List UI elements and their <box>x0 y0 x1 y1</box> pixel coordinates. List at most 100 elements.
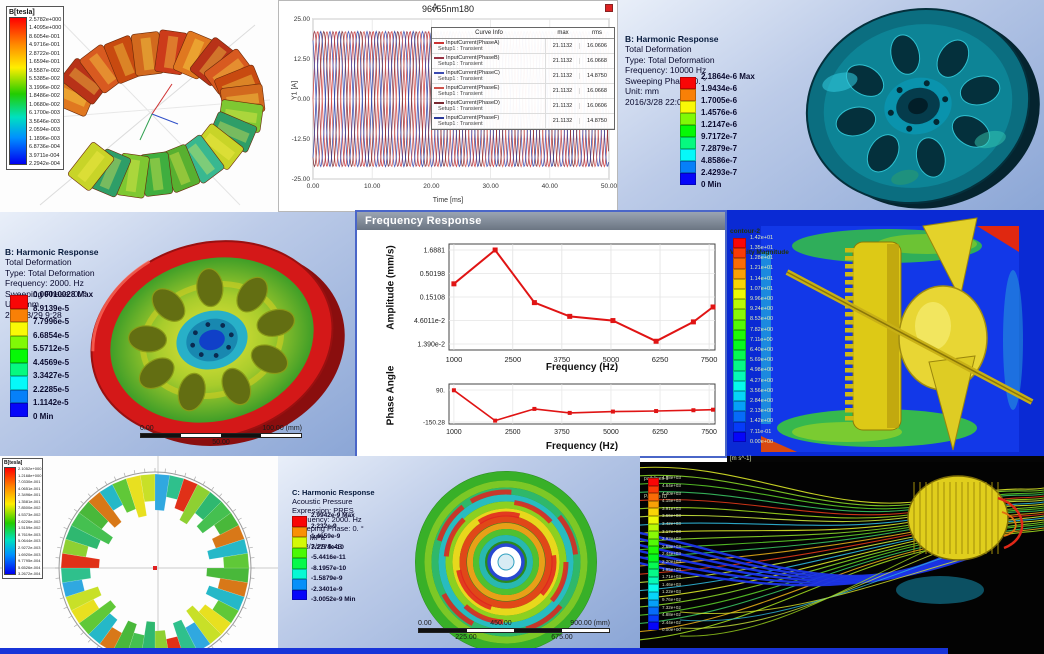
result-info-line: Type: Total Deformation <box>5 267 95 278</box>
amplitude-axis-label: Amplitude (mm/s) <box>385 245 397 330</box>
colorbar-label: 7.2879e-7 <box>701 144 738 154</box>
curve-color-mark <box>434 86 444 89</box>
legend-row: InputCurrent(PhaseB) Setup1 : Transient … <box>432 54 614 69</box>
colorbar-band <box>733 248 746 259</box>
curve-name: InputCurrent(PhaseC) <box>446 70 500 76</box>
colorbar-label: 0.00e+00 <box>750 438 774 445</box>
colorbar-label: 3.56e+00 <box>750 387 774 394</box>
colorbar-label: 1.9434e-6 <box>701 84 738 94</box>
legend-row: InputCurrent(PhaseC) Setup1 : Transient … <box>432 69 614 84</box>
colorbar-label: 3.66e+03 <box>662 513 681 519</box>
colorbar-label: 2.44e+03 <box>662 551 681 557</box>
colorbar-label: 1.6920e-003 <box>18 551 41 557</box>
window-edge-strip <box>0 648 948 654</box>
colorbar-label: 3.2672e-004 <box>18 571 41 577</box>
colorbar-label: 5.6526e-004 <box>18 564 41 570</box>
colorbar-labels: 2.1052e+000 1.2168e+000 7.0330e-001 4.0651e… <box>18 466 41 577</box>
colorbar-band <box>648 500 659 509</box>
colorbar-band <box>648 538 659 547</box>
y-tick-label: -25.00 <box>292 176 311 183</box>
colorbar-band <box>10 349 28 363</box>
colorbar-label: 7.7996e-5 <box>33 317 70 327</box>
ruler-label: 675.00 <box>551 634 573 641</box>
ruler-label: 100.00 (mm) <box>262 425 302 432</box>
colorbar-band <box>733 340 746 351</box>
colorbar-title: B[tesla] <box>4 460 23 466</box>
colorbar-label: 1.4659e-9 <box>311 533 341 541</box>
curve-name: InputCurrent(PhaseD) <box>446 100 500 106</box>
streamline-render <box>640 466 1044 641</box>
colorbar-label: 6.1700e-003 <box>29 110 60 117</box>
colorbar-band <box>733 329 746 340</box>
colorbar-band <box>292 558 307 569</box>
colorbar-b-tesla-coil: B[tesla] 2.5782e+000 1.4095e+000 8.6054e-0… <box>6 6 65 170</box>
curve-rms: 16.0668 <box>587 58 607 64</box>
cfd-scene-render <box>727 210 1044 464</box>
colorbar-band <box>292 568 307 579</box>
colorbar-gradient <box>9 17 27 165</box>
colorbar-band <box>733 380 746 391</box>
colorbar-band <box>680 125 696 137</box>
plot-window-icon[interactable] <box>605 4 613 12</box>
colorbar-label: 1.8486e-002 <box>29 93 60 100</box>
colorbar-label: 7.82e+00 <box>750 326 774 333</box>
colorbar-band <box>292 537 307 548</box>
ruler-labels-above: 0.00 100.00 (mm) <box>140 425 302 432</box>
colorbar-band <box>10 335 28 349</box>
y-tick-label: 0.15108 <box>420 295 445 302</box>
colorbar-label: 9.7795e-004 <box>18 558 41 564</box>
colorbar-label: 7.11e-01 <box>750 428 772 435</box>
y-tick-label: 0.50198 <box>420 271 445 278</box>
colorbar-label: 9.24e+00 <box>750 306 774 313</box>
ruler-bar <box>418 628 610 633</box>
colorbar-label: 9.5587e-002 <box>29 67 60 74</box>
colorbar-label: 2.6226e-002 <box>18 518 41 524</box>
curve-rms: 16.0606 <box>587 103 607 109</box>
colorbar-band <box>680 173 696 185</box>
colorbar-band <box>733 238 746 249</box>
colorbar-label: 4.98e+00 <box>750 367 774 374</box>
colorbar-label: 2.1864e-6 Max <box>701 72 755 82</box>
velocity-colorbar: 1.42e+01 1.35e+01 1.28e+01 1.21e+01 1.14e+01… <box>733 235 828 454</box>
colorbar-band <box>648 516 659 524</box>
colorbar-band <box>292 516 307 527</box>
curve-max: 21.1132 <box>546 88 580 94</box>
y-tick-label: 12.50 <box>294 56 311 63</box>
result-info-line: Sweeping Phase: 0. ° <box>5 288 87 299</box>
plot-window-label: A <box>432 2 439 12</box>
colorbar-band <box>648 584 659 592</box>
y-axis-label: Y1 [A] <box>291 80 299 101</box>
legend-header-max: max <box>557 30 569 36</box>
curve-max: 21.1132 <box>546 58 580 64</box>
colorbar-label: 4.40e+03 <box>662 490 681 496</box>
colorbar-label: -2.3401e-9 <box>311 585 343 593</box>
result-info-line: Total Deformation <box>625 44 692 54</box>
colorbar-label: 1.4095e+000 <box>29 25 62 32</box>
colorbar-label: 1.1142e-5 <box>33 398 69 408</box>
colorbar-label: 2.13e+00 <box>750 408 774 415</box>
colorbar-b-tesla-ring: B[tesla] 2.1052e+000 1.2168e+000 7.0330e-0… <box>2 458 44 579</box>
colorbar-band <box>648 561 659 570</box>
colorbar-label: 1.5159e-002 <box>18 525 41 531</box>
colorbar-band <box>648 508 659 516</box>
colorbar-label: 8.7619e-003 <box>18 531 41 537</box>
x-tick-label: 2500 <box>505 429 521 436</box>
colorbar-label: 2.2942e-004 <box>29 160 60 167</box>
colorbar-band <box>648 622 659 630</box>
colorbar-band <box>680 77 696 89</box>
colorbar-band <box>292 547 307 558</box>
colorbar-label: 3.17e+03 <box>662 528 681 534</box>
curve-color-mark <box>434 71 444 74</box>
colorbar-band <box>733 258 746 269</box>
colorbar-label: 3.42e+03 <box>662 520 681 526</box>
colorbar-label: 1.42e+00 <box>750 418 774 425</box>
curve-rms: 16.0606 <box>587 43 607 49</box>
colorbar-label: 5.0644e-003 <box>18 538 41 544</box>
colorbar-label: 6.6854e-5 <box>33 330 70 340</box>
window-titlebar[interactable]: Frequency Response <box>357 212 725 230</box>
result-info-line: C: Harmonic Response <box>292 488 375 497</box>
colorbar-label: -1.5879e-9 <box>311 575 343 583</box>
colorbar-label: 3.9711e-004 <box>29 152 60 159</box>
result-info-text: C: Harmonic Response Acoustic Pressure Exp… <box>292 461 375 551</box>
colorbar-label: 4.5373e-002 <box>18 512 41 518</box>
